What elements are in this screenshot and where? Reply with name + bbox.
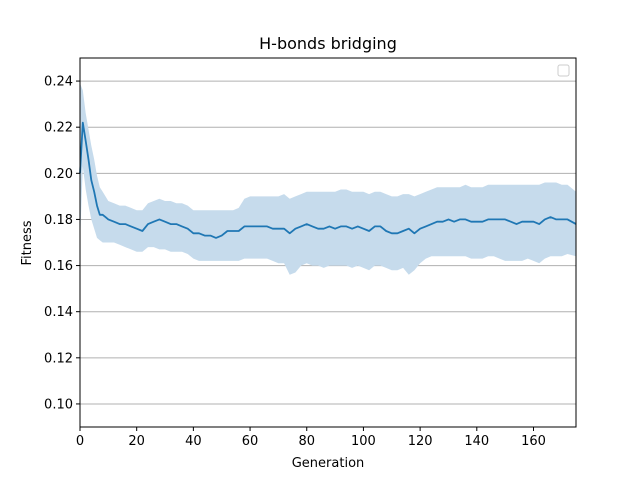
y-tick-label: 0.14 [44,305,73,320]
y-tick-label: 0.10 [44,397,73,412]
plot-area-frame [79,57,577,428]
y-tick-label: 0.22 [44,121,73,136]
y-tick-label: 0.24 [44,75,73,90]
x-tick-label: 120 [408,434,433,449]
x-tick-label: 40 [185,434,202,449]
x-axis-label: Generation [292,456,365,471]
y-tick-label: 0.12 [44,351,73,366]
x-tick-label: 60 [242,434,259,449]
x-tick-label: 160 [521,434,546,449]
y-tick-label: 0.16 [44,259,73,274]
x-tick-label: 20 [128,434,145,449]
x-tick-label: 0 [76,434,84,449]
x-tick-label: 80 [298,434,315,449]
legend-box [557,64,570,77]
x-tick-label: 100 [351,434,376,449]
series-line-layer [79,121,577,239]
confidence-band-layer [80,83,576,275]
tick-layer: 0.10 0.12 0.14 0.16 0.18 0.20 0.22 0.24 0 20 40 60 8… [44,75,546,449]
y-axis-label: Fitness [20,220,35,265]
confidence-band [80,83,576,275]
x-tick-label: 140 [464,434,489,449]
chart-title: H-bonds bridging [259,34,397,53]
y-tick-label: 0.20 [44,167,73,182]
series-line [79,121,577,239]
y-tick-label: 0.18 [44,213,73,228]
